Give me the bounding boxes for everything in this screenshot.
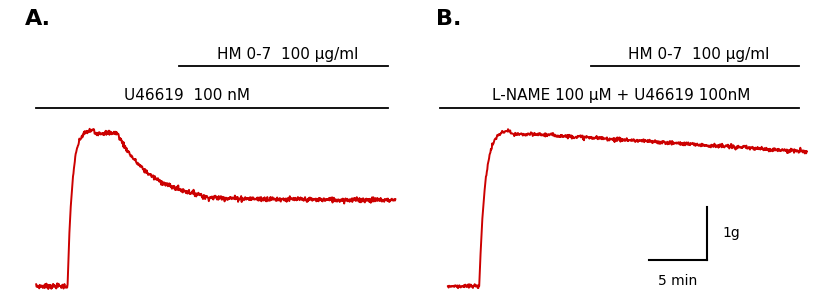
- Text: HM 0-7  100 μg/ml: HM 0-7 100 μg/ml: [628, 47, 769, 62]
- Text: U46619  100 nM: U46619 100 nM: [123, 88, 249, 103]
- Text: HM 0-7  100 μg/ml: HM 0-7 100 μg/ml: [217, 47, 358, 62]
- Text: 1g: 1g: [722, 226, 740, 240]
- Text: L-NAME 100 μM + U46619 100nM: L-NAME 100 μM + U46619 100nM: [492, 88, 751, 103]
- Text: A.: A.: [24, 9, 50, 29]
- Text: B.: B.: [436, 9, 461, 29]
- Text: 5 min: 5 min: [658, 274, 697, 288]
